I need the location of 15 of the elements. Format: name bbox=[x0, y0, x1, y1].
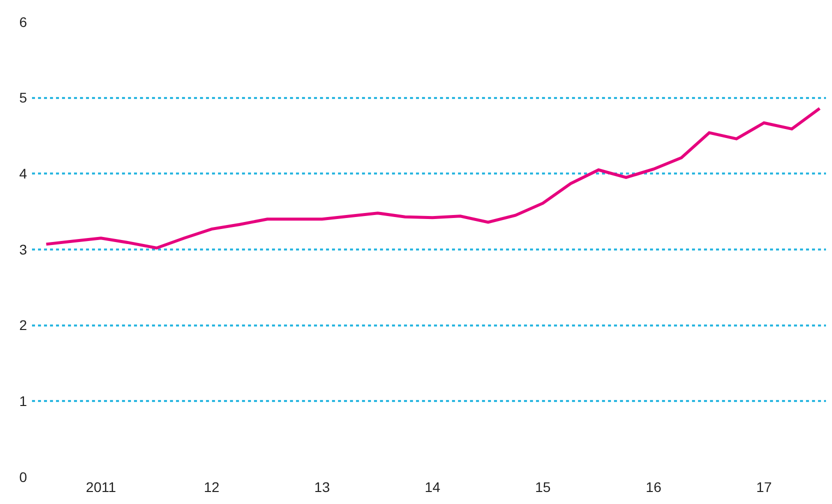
y-tick-label: 0 bbox=[19, 468, 28, 485]
line-series bbox=[44, 106, 822, 250]
x-tick-label: 2011 bbox=[86, 479, 116, 495]
y-tick-label: 3 bbox=[19, 241, 28, 258]
x-tick-label: 17 bbox=[756, 479, 772, 495]
y-tick-label: 4 bbox=[19, 166, 28, 182]
x-tick-label: 16 bbox=[646, 479, 662, 495]
x-tick-label: 12 bbox=[204, 479, 220, 495]
x-tick-label: 13 bbox=[314, 479, 330, 495]
y-tick-label: 1 bbox=[19, 393, 28, 410]
y-tick-label: 5 bbox=[19, 90, 28, 106]
y-tick-label: 6 bbox=[19, 14, 28, 30]
x-tick-label: 14 bbox=[424, 479, 440, 495]
x-tick-label: 15 bbox=[535, 479, 551, 495]
y-tick-label: 2 bbox=[19, 317, 28, 334]
